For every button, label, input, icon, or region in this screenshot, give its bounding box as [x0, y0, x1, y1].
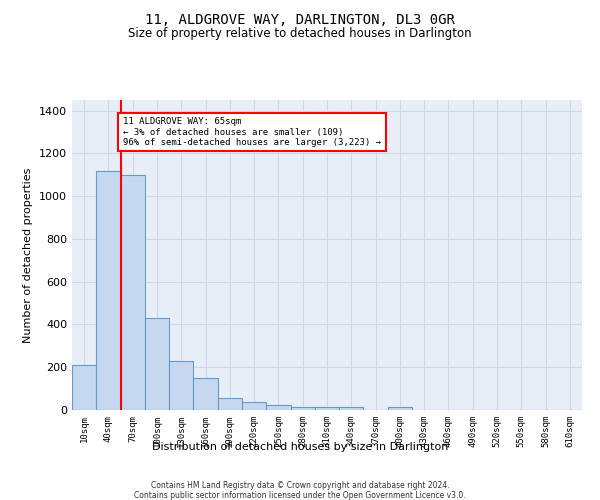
Text: Contains HM Land Registry data © Crown copyright and database right 2024.: Contains HM Land Registry data © Crown c…: [151, 481, 449, 490]
Bar: [218, 398, 242, 410]
Bar: [96, 170, 121, 410]
Bar: [315, 407, 339, 410]
Text: 11 ALDGROVE WAY: 65sqm
← 3% of detached houses are smaller (109)
96% of semi-det: 11 ALDGROVE WAY: 65sqm ← 3% of detached …: [123, 117, 381, 147]
Y-axis label: Number of detached properties: Number of detached properties: [23, 168, 34, 342]
Bar: [290, 408, 315, 410]
Bar: [388, 408, 412, 410]
Bar: [266, 404, 290, 410]
Bar: [72, 365, 96, 410]
Text: Distribution of detached houses by size in Darlington: Distribution of detached houses by size …: [152, 442, 448, 452]
Bar: [242, 402, 266, 410]
Text: Size of property relative to detached houses in Darlington: Size of property relative to detached ho…: [128, 28, 472, 40]
Bar: [121, 175, 145, 410]
Text: 11, ALDGROVE WAY, DARLINGTON, DL3 0GR: 11, ALDGROVE WAY, DARLINGTON, DL3 0GR: [145, 12, 455, 26]
Bar: [193, 378, 218, 410]
Bar: [145, 318, 169, 410]
Bar: [339, 407, 364, 410]
Text: Contains public sector information licensed under the Open Government Licence v3: Contains public sector information licen…: [134, 491, 466, 500]
Bar: [169, 361, 193, 410]
